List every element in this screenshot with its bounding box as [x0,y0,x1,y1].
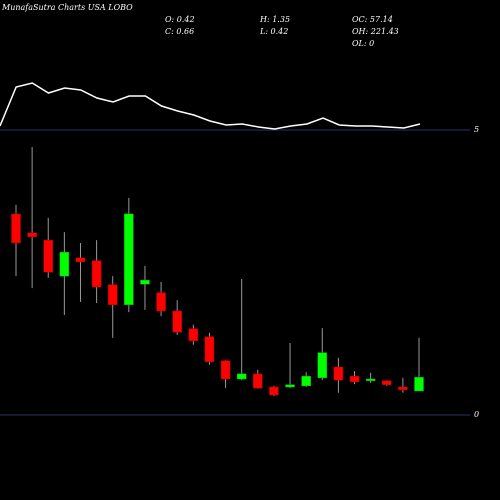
candle-body [172,310,182,333]
candle-body [382,380,392,385]
candle-body [124,213,134,305]
candle-body [414,377,424,392]
candle-body [398,386,408,391]
candle-body [220,360,231,380]
candle-body [59,251,70,277]
candle-body [43,239,53,273]
candle-body [156,292,166,312]
candle-body [317,352,328,379]
candle-body [91,260,102,288]
info-text: OH: 221.43 [352,27,399,36]
chart-title: MunafaSutra Charts USA LOBO [1,3,133,12]
info-text: OC: 57.14 [352,15,393,24]
info-text: L: 0.42 [259,27,288,36]
candle-body [365,378,376,381]
candle-body [107,284,118,305]
y-tick-label: 5 [474,125,479,134]
info-text: O: 0.42 [165,15,195,24]
candle-body [11,213,21,244]
candle-body [253,373,263,389]
indicator-line [0,82,421,130]
candle-body [188,328,199,341]
candle-body [301,375,311,387]
candle-body [236,373,247,380]
info-text: OL: 0 [352,39,374,48]
candle-body [333,366,344,381]
candle-body [75,257,86,263]
candle-body [27,232,37,237]
candle-body [204,336,215,363]
candle-body [349,375,360,383]
candle-body [140,279,150,285]
info-text: C: 0.66 [165,27,194,36]
y-tick-label: 0 [474,410,479,419]
candle-body [285,384,295,388]
candle-body [269,386,279,396]
info-text: H: 1.35 [259,15,290,24]
